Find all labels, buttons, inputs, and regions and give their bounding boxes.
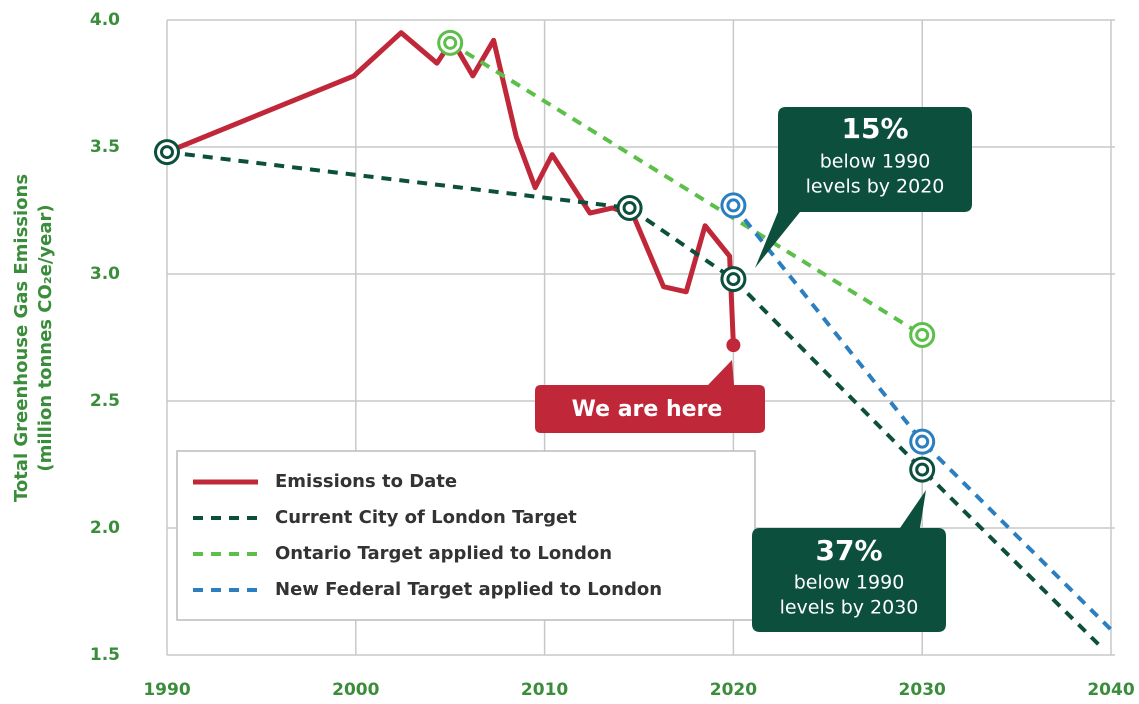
target-marker [154,139,180,166]
x-tick-label: 1990 [143,680,190,700]
x-tick-label: 2010 [521,680,568,700]
callout-box [755,107,972,268]
marker-inner [915,462,930,477]
y-axis-label: Total Greenhouse Gas Emissions (million … [11,174,56,502]
callout-box [535,360,765,433]
callout-text: levels by 2020 [806,176,945,198]
y-tick-label: 1.5 [90,645,120,665]
marker-inner [443,35,458,50]
marker-inner [726,198,741,213]
series [154,29,1113,649]
y-tick-label: 2.5 [90,391,120,411]
callout-text: below 1990 [794,572,905,594]
annotation: 37% below 1990 levels by 2030 [752,490,946,632]
marker-ring [720,192,747,219]
marker-ring [909,321,936,348]
legend-label: New Federal Target applied to London [275,579,662,600]
y-label-line: Total Greenhouse Gas Emissions [11,174,32,502]
series-line [166,150,1103,649]
marker-ring [154,139,180,166]
marker-inner [915,327,930,342]
marker-ring [437,29,464,56]
target-marker [720,266,747,293]
series-line [166,30,736,346]
series-line [449,41,924,337]
x-tick-label: 2040 [1087,680,1134,700]
target-marker [909,456,936,483]
legend-label: Current City of London Target [275,507,577,528]
callout-big: We are here [572,397,723,422]
marker-ring [909,428,936,455]
y-tick-label: 3.5 [90,137,120,157]
end-dot [726,338,741,353]
marker-inner [915,434,930,449]
marker-ring [720,266,747,293]
callout-box [752,490,946,632]
annotation: We are here [535,360,765,433]
x-tick-label: 2000 [332,680,379,700]
callout-big: 37% [815,534,882,567]
annotation: 15% below 1990 levels by 2020 [755,107,972,268]
marker-inner [726,272,741,287]
legend-box [176,450,756,621]
y-tick-label: 4.0 [90,10,120,30]
marker-ring [909,456,936,483]
callout-text: below 1990 [820,151,931,173]
target-marker [909,321,936,348]
target-marker [909,428,936,455]
target-marker [437,29,464,56]
target-marker [616,194,643,221]
callout-text: levels by 2030 [780,597,919,619]
x-tick-label: 2030 [899,680,946,700]
y-label-line: (million tonnes CO₂e/year) [35,204,56,471]
legend-label: Ontario Target applied to London [275,543,612,564]
y-tick-label: 2.0 [90,518,120,538]
marker-inner [160,145,174,160]
callout-big: 15% [841,112,908,145]
marker-inner [622,200,637,215]
legend-label: Emissions to Date [275,471,457,492]
y-tick-label: 3.0 [90,264,120,284]
marker-ring [616,194,643,221]
legend: Emissions to Date Current City of London … [176,450,756,621]
target-marker [720,192,747,219]
x-tick-label: 2020 [710,680,757,700]
